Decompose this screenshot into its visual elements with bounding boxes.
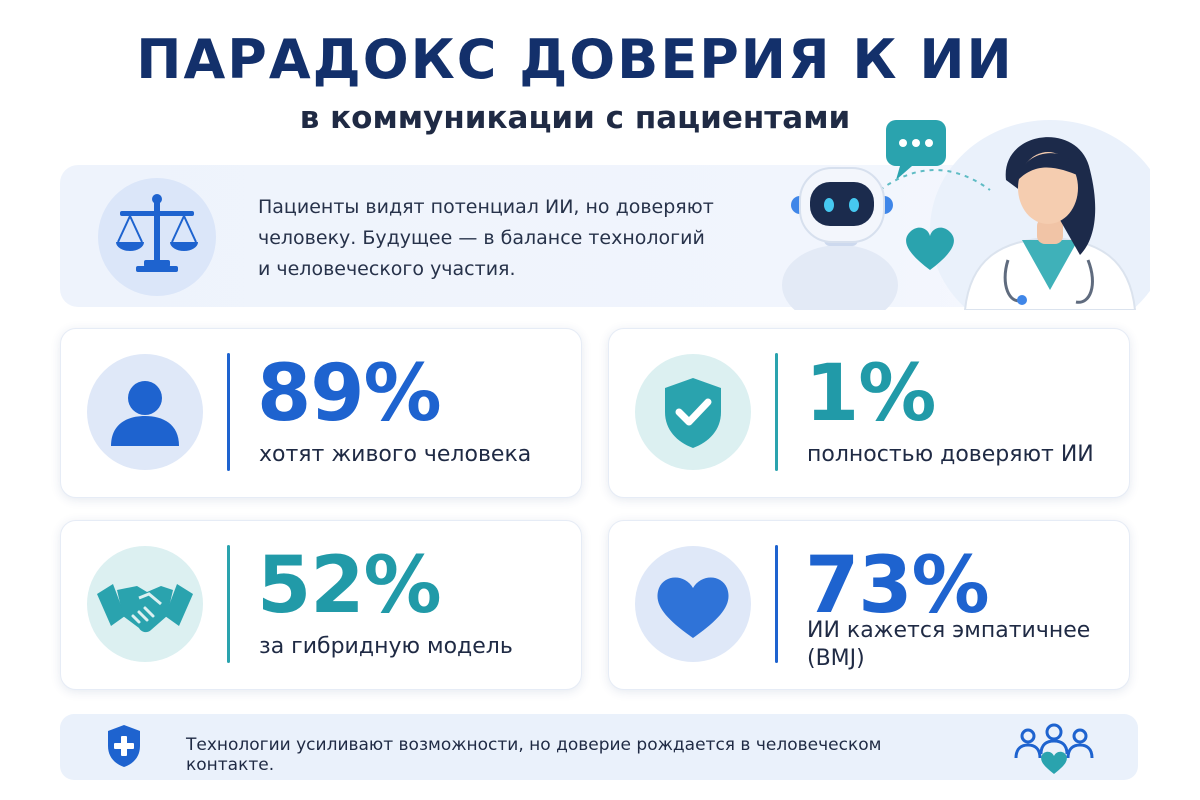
stat-card-trust: 1% полностью доверяют ИИ	[608, 328, 1130, 498]
doctor-icon	[963, 137, 1137, 310]
stat-icon-circle	[87, 354, 203, 470]
stat-value: 73%	[805, 541, 990, 631]
handshake-icon	[97, 584, 193, 633]
stat-icon-circle	[635, 354, 751, 470]
page-subtitle: в коммуникации с пациентами	[299, 100, 851, 136]
scales-icon	[116, 194, 198, 272]
heart-icon	[657, 577, 729, 638]
stat-label: полностью доверяют ИИ	[807, 442, 1094, 467]
stat-label: ИИ кажется эмпатичнее (BMJ)	[807, 618, 1091, 671]
robot-icon	[782, 167, 898, 310]
heart-icon	[906, 227, 954, 270]
shield-plus-icon	[108, 725, 140, 767]
intro-icon-circle	[98, 178, 216, 296]
illustration	[760, 110, 1150, 310]
stat-value: 52%	[257, 541, 442, 631]
person-icon	[111, 381, 179, 446]
stat-value: 1%	[805, 349, 936, 439]
people-heart-icon	[1014, 723, 1094, 774]
divider	[227, 353, 230, 471]
chat-bubble-icon	[886, 120, 946, 180]
stat-card-hybrid: 52% за гибридную модель	[60, 520, 582, 690]
stat-icon-circle	[635, 546, 751, 662]
divider	[227, 545, 230, 663]
stat-label: за гибридную модель	[259, 634, 513, 659]
stat-label: хотят живого человека	[259, 442, 532, 467]
footer-text: Технологии усиливают возможности, но дов…	[186, 735, 882, 775]
intro-text: Пациенты видят потенциал ИИ, но доверяют…	[258, 196, 714, 280]
stat-card-humans: 89% хотят живого человека	[60, 328, 582, 498]
footer-banner	[60, 714, 1138, 780]
divider	[775, 545, 778, 663]
divider	[775, 353, 778, 471]
stat-card-empathy: 73% ИИ кажется эмпатичнее (BMJ)	[608, 520, 1130, 690]
stat-icon-circle	[87, 546, 203, 662]
stat-value: 89%	[257, 349, 442, 439]
page-title: ПАРАДОКС ДОВЕРИЯ К ИИ	[136, 28, 1014, 91]
shield-check-icon	[665, 378, 721, 448]
